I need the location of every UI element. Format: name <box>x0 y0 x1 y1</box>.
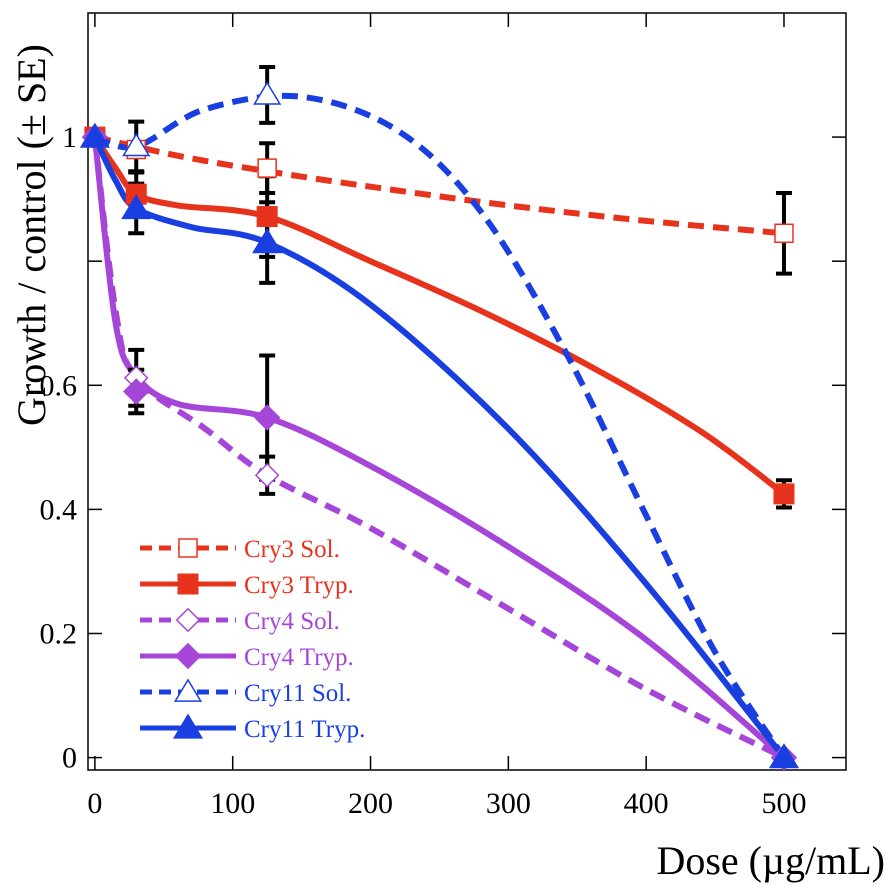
y-tick-label: 0.6 <box>40 369 78 402</box>
legend-marker-cry4-tryp <box>174 642 202 670</box>
legend-label-cry3-tryp: Cry3 Tryp. <box>244 572 354 599</box>
legend-label-cry3-sol: Cry3 Sol. <box>244 536 340 563</box>
cry4-tryp-point <box>253 404 281 431</box>
legend-marker-cry3-sol <box>178 538 198 558</box>
y-tick-label: 0.2 <box>40 617 78 650</box>
cry11-sol-point <box>253 81 282 105</box>
legend-label-cry4-tryp: Cry4 Tryp. <box>244 644 354 671</box>
x-tick-label: 500 <box>761 787 806 820</box>
y-tick-label: 0.4 <box>40 493 78 526</box>
y-tick-label: 0 <box>62 742 77 775</box>
legend-marker-cry11-tryp <box>172 713 204 739</box>
series-lines <box>91 92 787 761</box>
x-tick-label: 0 <box>87 787 102 820</box>
legend-label-cry11-tryp: Cry11 Tryp. <box>244 716 365 743</box>
legend-label-cry11-sol: Cry11 Sol. <box>244 680 351 707</box>
legend-marker-cry3-tryp <box>177 573 199 595</box>
legend-label-cry4-sol: Cry4 Sol. <box>244 608 340 635</box>
cry11-tryp-point <box>252 228 283 254</box>
cry3-tryp-line <box>92 135 786 497</box>
error-bars <box>128 64 792 510</box>
x-tick-label: 200 <box>348 787 393 820</box>
legend: Cry3 Sol. Cry3 Tryp. Cry4 Sol. Cry4 Tryp. Cr… <box>140 536 365 743</box>
cry11-tryp-point <box>121 193 152 220</box>
cry4-tryp-line <box>91 136 786 760</box>
legend-marker-cry11-sol <box>173 678 203 702</box>
y-axis-label: Growth / control (± SE) <box>9 44 54 426</box>
axis-ticks: 0 100 200 300 400 500 0 0.2 0.4 0.6 1 <box>40 13 846 820</box>
cry3-tryp-point <box>256 206 278 228</box>
cry4-tryp-point <box>123 378 150 405</box>
plot-frame <box>87 12 847 771</box>
x-tick-label: 400 <box>624 787 669 820</box>
legend-marker-cry4-sol <box>175 607 201 633</box>
cry3-sol-line <box>94 134 785 237</box>
y-tick-label: 1 <box>62 121 77 154</box>
cry11-sol-point <box>122 132 151 157</box>
x-tick-label: 100 <box>210 787 255 820</box>
x-tick-label: 300 <box>486 787 531 820</box>
cry3-sol-point <box>774 223 794 244</box>
cry11-tryp-point <box>79 122 110 148</box>
cry11-sol-line <box>93 92 787 760</box>
cry11-tryp-point <box>768 743 800 769</box>
cry3-tryp-point <box>773 483 795 505</box>
x-axis-label: Dose (µg/mL) <box>656 838 885 883</box>
cry3-sol-point <box>257 158 277 178</box>
cry4-sol-point <box>254 462 280 488</box>
data-markers <box>79 81 800 771</box>
